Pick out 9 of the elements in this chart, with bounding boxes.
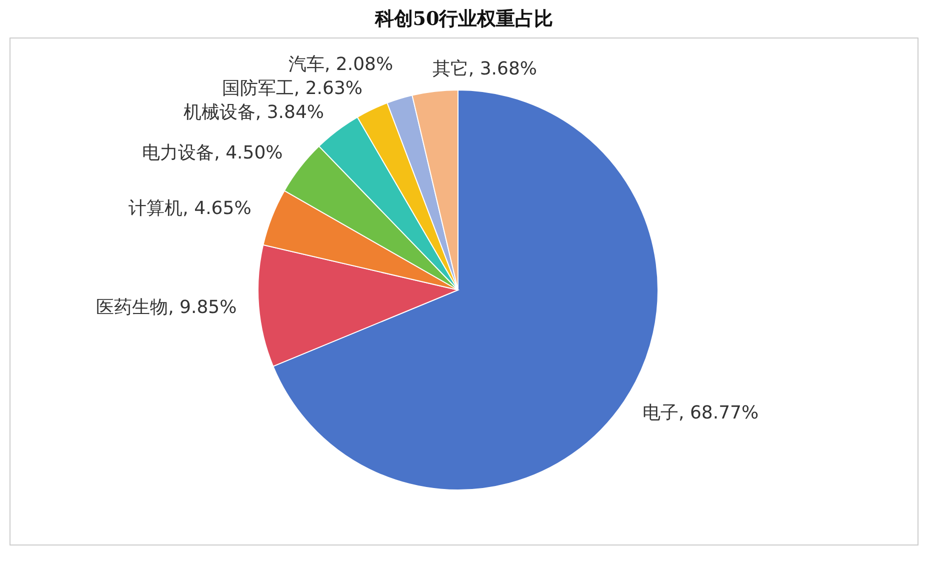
slice-label: 电力设备, 4.50% xyxy=(142,142,283,164)
slice-label: 电子, 68.77% xyxy=(642,402,759,424)
slice-label: 医药生物, 9.85% xyxy=(96,297,237,318)
slice-label: 机械设备, 3.84% xyxy=(183,102,324,123)
chart-title: 科创50行业权重占比 xyxy=(374,8,554,30)
slice-label: 其它, 3.68% xyxy=(432,58,538,80)
slice-label: 国防军工, 2.63% xyxy=(222,78,363,99)
slice-label: 汽车, 2.08% xyxy=(288,54,394,75)
slice-label: 计算机, 4.65% xyxy=(128,198,252,219)
